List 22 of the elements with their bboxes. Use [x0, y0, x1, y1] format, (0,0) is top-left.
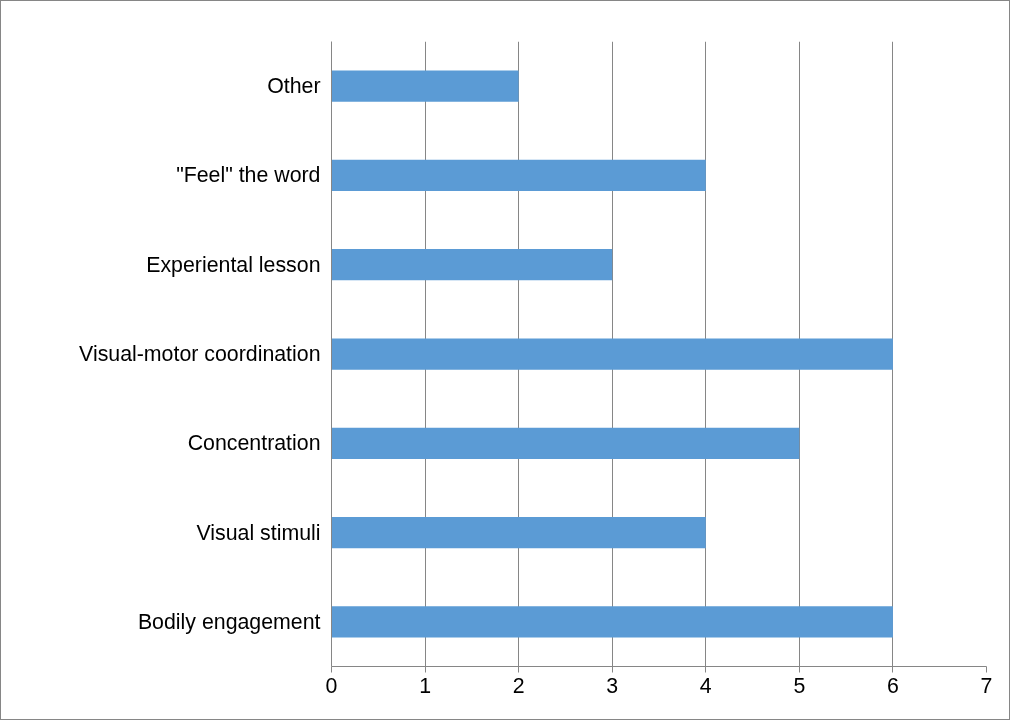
- bar: [331, 516, 706, 549]
- y-tick-label: "Feel" the word: [176, 163, 321, 188]
- y-tick-label: Other: [267, 74, 321, 99]
- y-tick-label: Visual-motor coordination: [79, 342, 321, 366]
- bar: [331, 338, 893, 370]
- x-tick-label: 6: [887, 673, 899, 698]
- bar: [331, 427, 800, 459]
- x-tick-label: 7: [980, 673, 993, 698]
- bar: [331, 70, 519, 102]
- x-tick-label: 0: [325, 673, 338, 698]
- y-tick-label: Experiental lesson: [146, 252, 321, 277]
- y-tick-label: Concentration: [187, 431, 321, 456]
- bar: [331, 606, 893, 638]
- bar: [331, 159, 706, 192]
- x-tick-label: 3: [606, 673, 619, 698]
- x-tick-label: 4: [699, 673, 712, 698]
- x-tick-label: 2: [512, 673, 525, 698]
- y-tick-label: Visual stimuli: [196, 520, 321, 545]
- x-tick-label: 5: [793, 673, 806, 698]
- bar: [331, 249, 613, 281]
- x-tick-label: 1: [419, 673, 432, 698]
- y-tick-label: Bodily engagement: [137, 609, 321, 634]
